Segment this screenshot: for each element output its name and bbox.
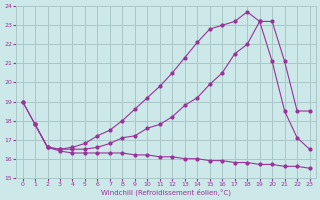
X-axis label: Windchill (Refroidissement éolien,°C): Windchill (Refroidissement éolien,°C) bbox=[101, 188, 231, 196]
